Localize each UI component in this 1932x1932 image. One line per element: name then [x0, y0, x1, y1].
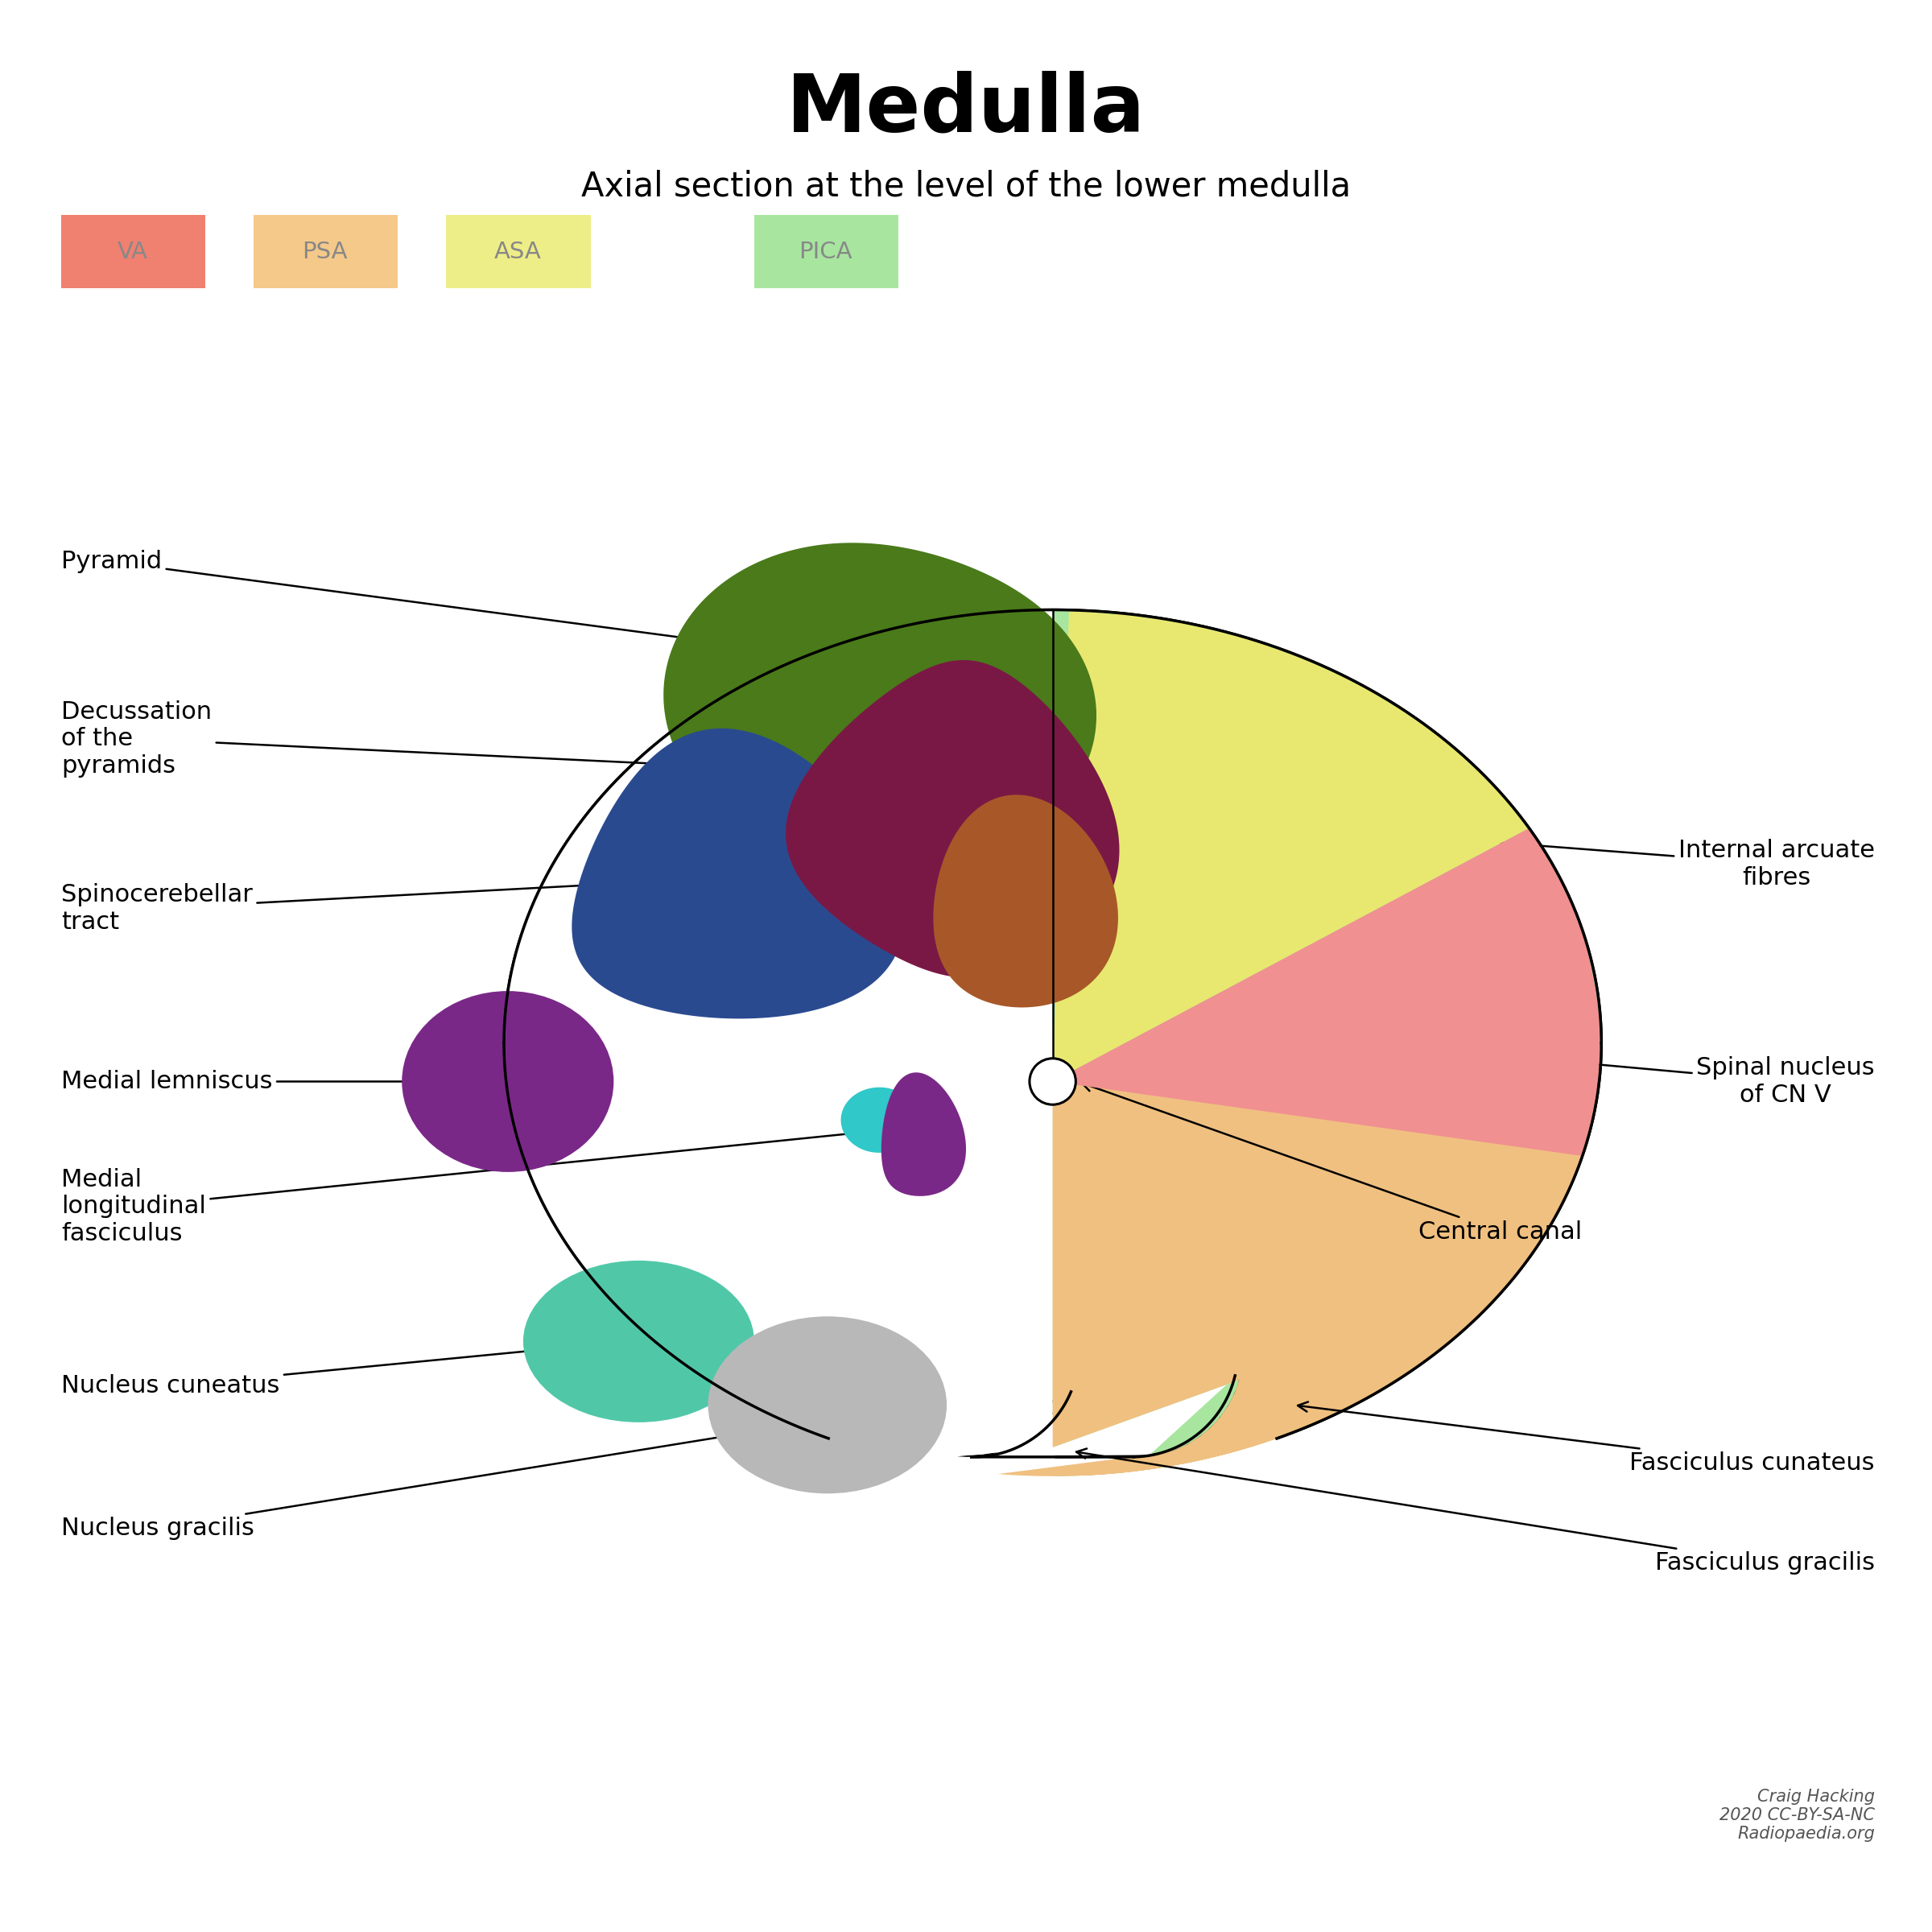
Ellipse shape: [707, 1316, 947, 1493]
Polygon shape: [504, 611, 1063, 1476]
Text: Fasciculus cunateus: Fasciculus cunateus: [1298, 1403, 1874, 1474]
Text: Decussation
of the
pyramids: Decussation of the pyramids: [62, 699, 856, 779]
Polygon shape: [933, 794, 1119, 1007]
Text: Nucleus gracilis: Nucleus gracilis: [62, 1416, 831, 1540]
Polygon shape: [504, 611, 1602, 1457]
Text: Pyramid: Pyramid: [62, 551, 831, 661]
Text: Medial lemniscus: Medial lemniscus: [62, 1070, 547, 1094]
FancyBboxPatch shape: [253, 214, 398, 288]
Ellipse shape: [524, 1260, 753, 1422]
Text: Nucleus cuneatus: Nucleus cuneatus: [62, 1335, 663, 1397]
Text: Internal arcuate
fibres: Internal arcuate fibres: [1480, 837, 1874, 889]
Polygon shape: [881, 1072, 966, 1196]
Text: Spinocerebellar
tract: Spinocerebellar tract: [62, 875, 692, 933]
Ellipse shape: [840, 1088, 918, 1153]
Polygon shape: [786, 661, 1119, 978]
Text: Craig Hacking
2020 CC-BY-SA-NC
Radiopaedia.org: Craig Hacking 2020 CC-BY-SA-NC Radiopaed…: [1719, 1789, 1874, 1841]
Text: Medial
longitudinal
fasciculus: Medial longitudinal fasciculus: [62, 1126, 885, 1246]
Polygon shape: [1053, 829, 1602, 1155]
Text: PSA: PSA: [301, 240, 348, 263]
Text: Spinal nucleus
of CN V: Spinal nucleus of CN V: [1470, 1049, 1874, 1107]
Polygon shape: [663, 543, 1095, 867]
Circle shape: [1030, 1059, 1076, 1105]
Polygon shape: [1053, 611, 1602, 1476]
Text: ASA: ASA: [495, 240, 541, 263]
Text: PICA: PICA: [798, 240, 852, 263]
FancyBboxPatch shape: [62, 214, 205, 288]
Text: Axial section at the level of the lower medulla: Axial section at the level of the lower …: [582, 170, 1350, 203]
FancyBboxPatch shape: [753, 214, 898, 288]
Polygon shape: [997, 1082, 1598, 1476]
FancyBboxPatch shape: [446, 214, 591, 288]
Ellipse shape: [402, 991, 614, 1173]
Text: Medulla: Medulla: [786, 70, 1146, 149]
Polygon shape: [1053, 611, 1528, 1082]
Polygon shape: [572, 728, 904, 1018]
Text: Fasciculus gracilis: Fasciculus gracilis: [1076, 1449, 1874, 1575]
Text: Central canal: Central canal: [1082, 1082, 1582, 1244]
Text: VA: VA: [118, 240, 147, 263]
